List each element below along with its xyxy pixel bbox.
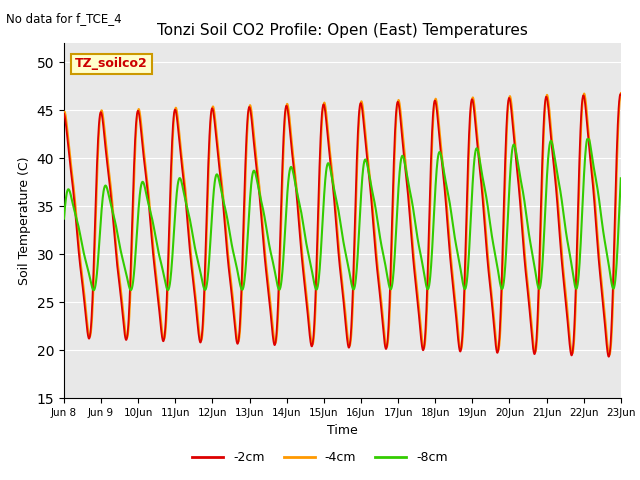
Text: TZ_soilco2: TZ_soilco2 — [75, 58, 148, 71]
X-axis label: Time: Time — [327, 424, 358, 437]
Legend: -2cm, -4cm, -8cm: -2cm, -4cm, -8cm — [187, 446, 453, 469]
Y-axis label: Soil Temperature (C): Soil Temperature (C) — [18, 156, 31, 285]
Text: No data for f_TCE_4: No data for f_TCE_4 — [6, 12, 122, 25]
Title: Tonzi Soil CO2 Profile: Open (East) Temperatures: Tonzi Soil CO2 Profile: Open (East) Temp… — [157, 23, 528, 38]
